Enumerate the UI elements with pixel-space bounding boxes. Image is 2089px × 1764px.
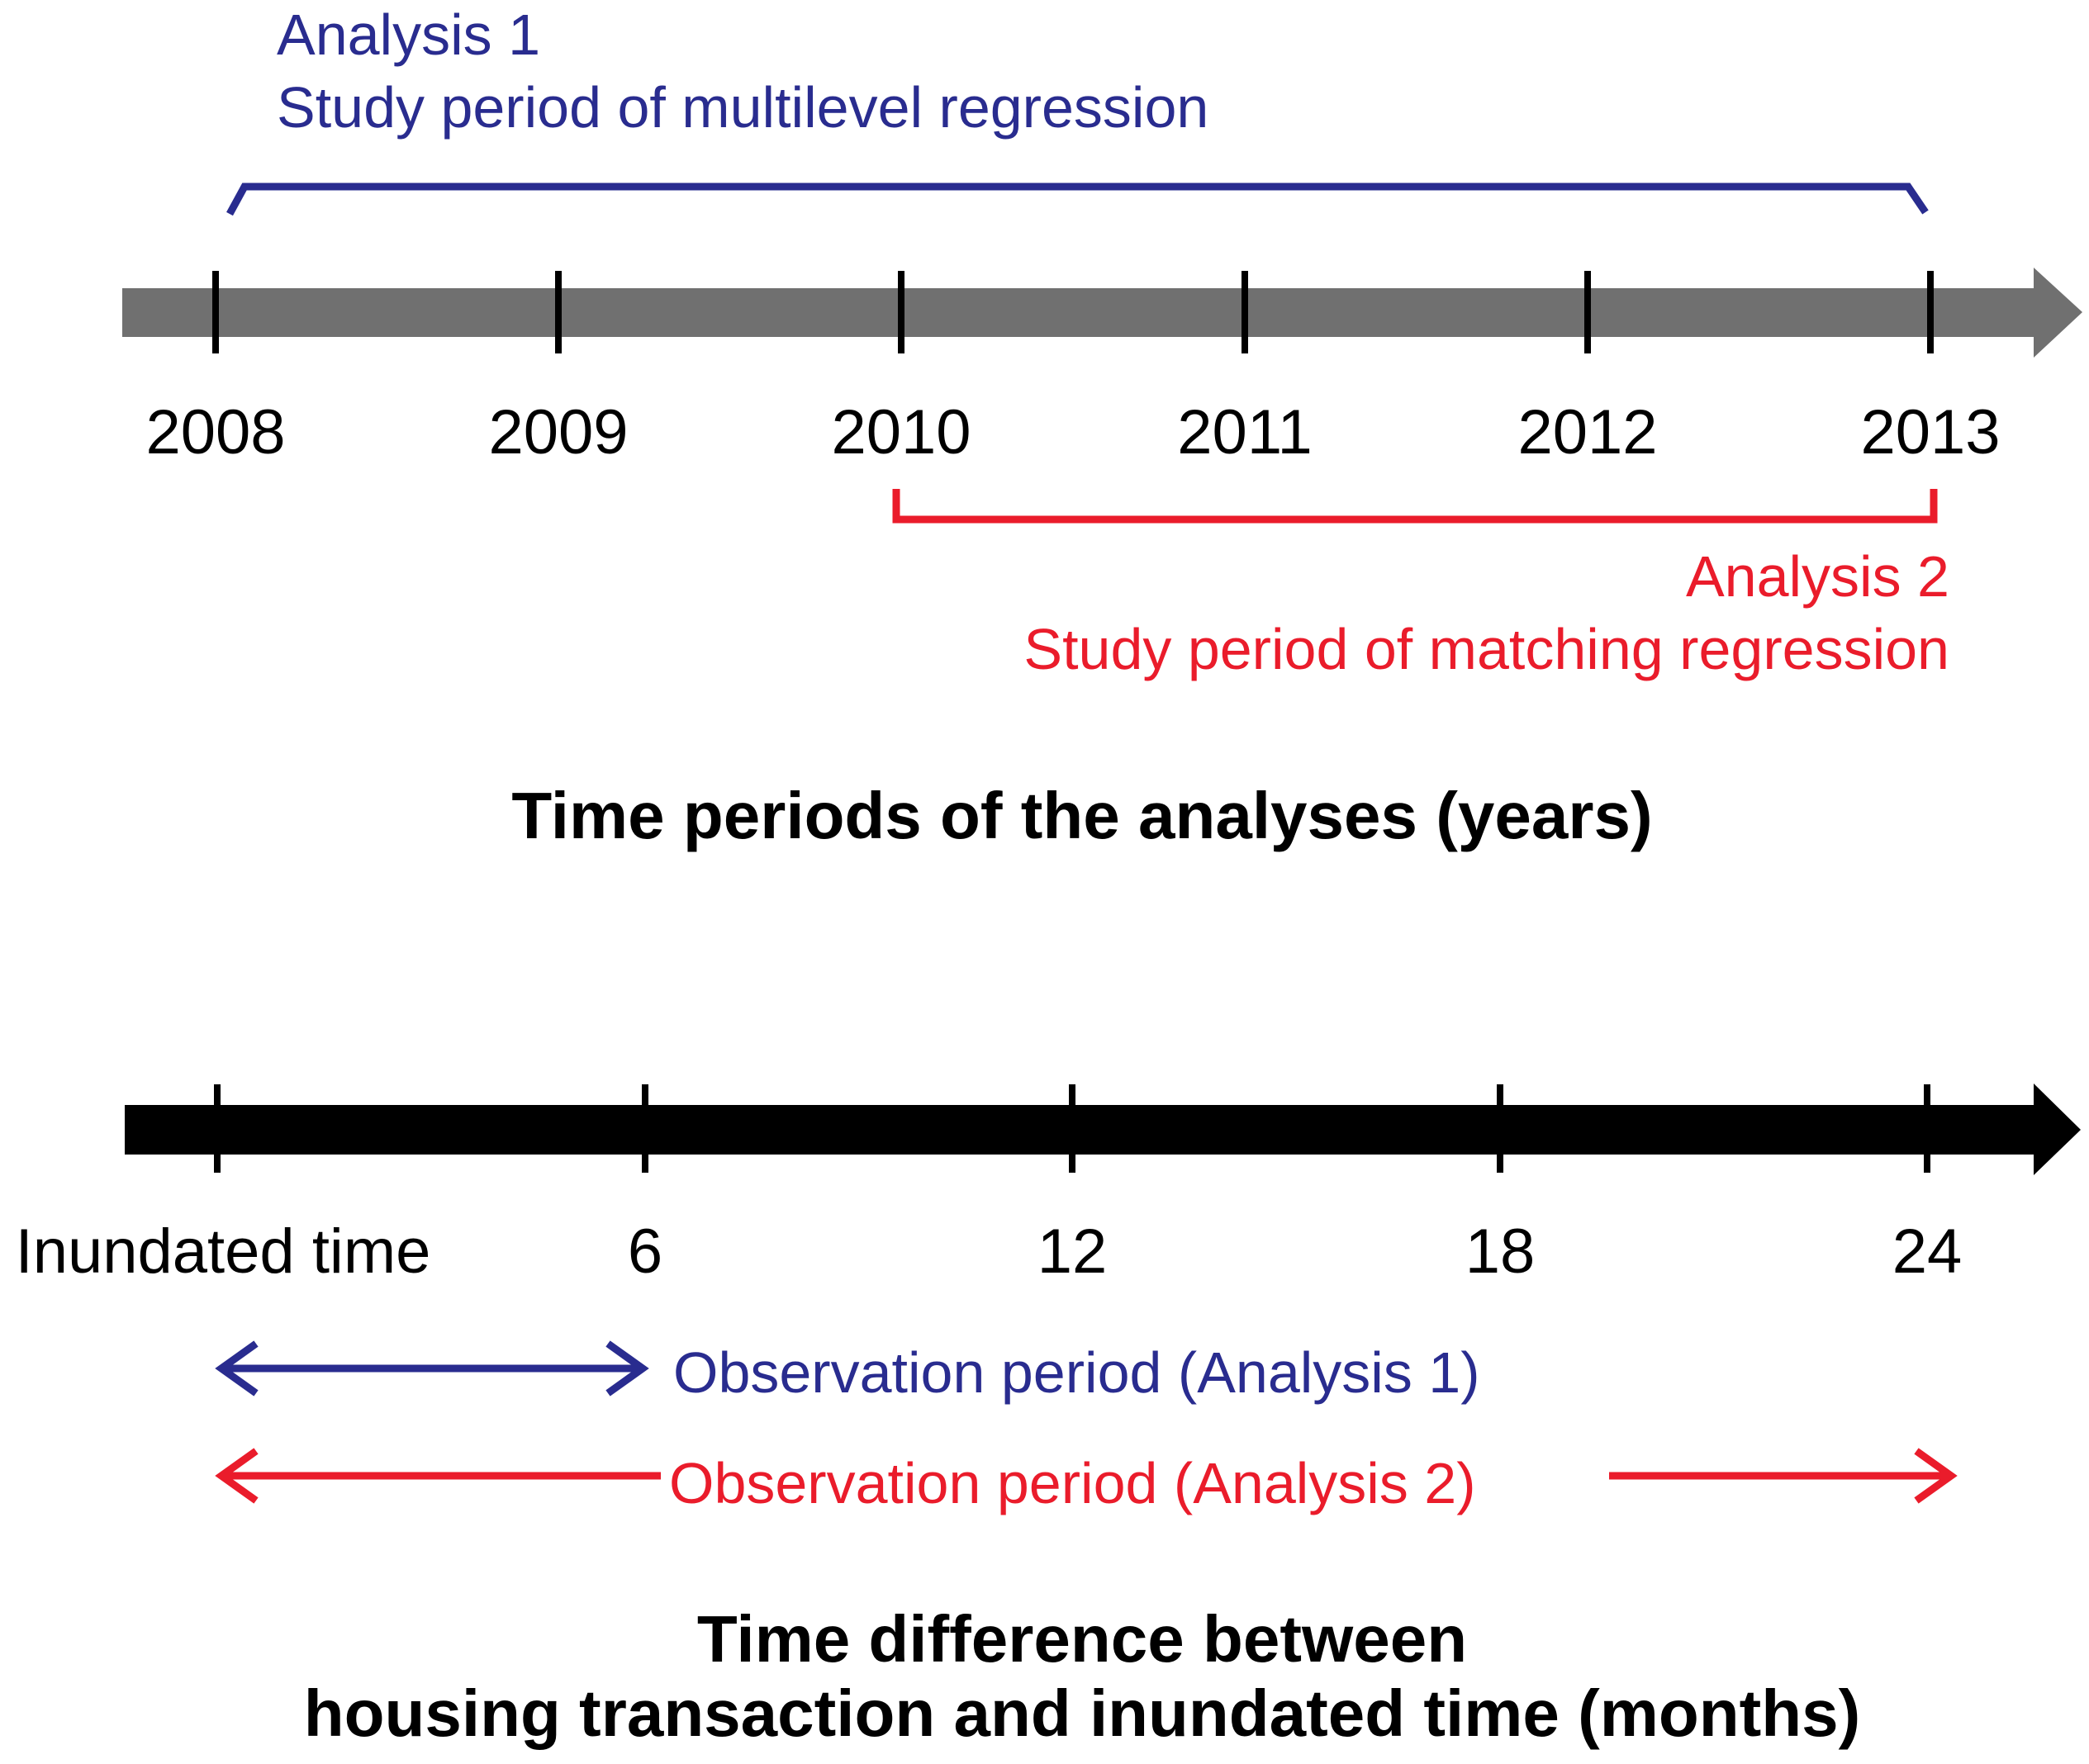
observation1-label: Observation period (Analysis 1) [673,1340,1480,1405]
month-label-18: 18 [1465,1216,1536,1287]
observation2-label: Observation period (Analysis 2) [669,1451,1476,1515]
analysis1-subtitle: Study period of multilevel regression [277,75,1209,140]
years-timeline-arrow [122,268,2082,358]
months-caption-line2: housing transaction and inundated time (… [303,1676,1861,1750]
analysis1-title: Analysis 1 [277,2,541,67]
analysis1-period-bracket [226,183,1929,216]
month-label-12: 12 [1037,1216,1108,1287]
months-caption-line1: Time difference between [696,1602,1468,1676]
analysis2-title: Analysis 2 [1685,544,1949,609]
year-label-2008: 2008 [145,397,286,467]
years-timeline-caption: Time periods of the analyses (years) [511,779,1653,852]
year-label-2009: 2009 [488,397,629,467]
analysis2-label: Analysis 2 Study period of matching regr… [793,540,1949,685]
months-timeline-arrow [125,1084,2081,1175]
year-label-2011: 2011 [1177,397,1313,467]
month-label-24: 24 [1892,1216,1963,1287]
month-label-6: 6 [627,1216,663,1287]
year-label-2012: 2012 [1517,397,1658,467]
analysis2-subtitle: Study period of matching regression [1023,617,1949,681]
analysis1-label: Analysis 1 Study period of multilevel re… [277,0,1208,144]
months-timeline-caption: Time difference between housing transact… [0,1602,2089,1751]
observation2-range-arrow-left [215,1448,661,1504]
analysis2-period-bracket [892,489,1938,524]
observation1-range-arrow [215,1340,649,1396]
year-label-2010: 2010 [831,397,971,467]
observation2-range-arrow-right [1609,1448,1958,1504]
year-label-2013: 2013 [1860,397,2001,467]
month-label-inundated-time: Inundated time [15,1216,431,1287]
